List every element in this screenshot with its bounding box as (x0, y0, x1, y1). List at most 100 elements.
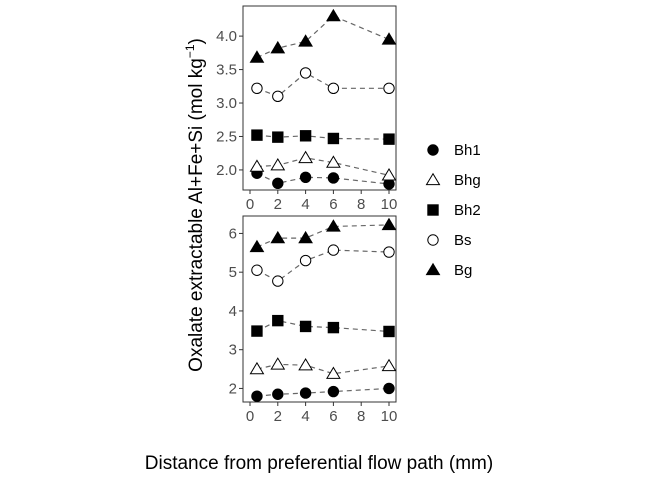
data-point-bs (251, 82, 263, 94)
legend-label-bh2: Bh2 (454, 202, 481, 219)
data-point-bh1 (299, 171, 312, 183)
data-point-bg (326, 8, 341, 22)
panel-1: 2.0 2.5 3.0 3.5 4.0 0 2 4 6 8 10 (216, 5, 398, 213)
data-point-bh2 (272, 314, 284, 327)
data-point-bh2 (327, 321, 340, 334)
data-point-bg (298, 230, 313, 244)
data-point-bhg (326, 366, 341, 379)
legend-label-bhg: Bhg (454, 172, 481, 189)
x-tick-label: 4 (301, 408, 309, 425)
legend-item-bh1: Bh1 (427, 142, 481, 159)
y-tick-label: 2.5 (216, 128, 237, 145)
data-point-bhg (298, 150, 313, 164)
series-bh2 (251, 129, 395, 145)
y-axis-title-close: ) (186, 38, 207, 44)
legend-key-bs (427, 234, 439, 246)
series-line-bg (256, 224, 390, 248)
x-axis-title: Distance from preferential flow path (mm… (145, 453, 493, 474)
data-point-bhg (326, 155, 341, 168)
y-tick-label: 3 (229, 342, 237, 359)
series-bhg (249, 150, 397, 181)
x-tick-label: 6 (329, 196, 337, 213)
legend: Bh1 Bhg Bh2 Bs Bg (425, 142, 481, 279)
series-bg (249, 217, 397, 253)
data-point-bs (272, 90, 284, 103)
series-bg (249, 8, 397, 63)
legend-label-bh1: Bh1 (454, 142, 481, 159)
data-point-bhg (381, 168, 397, 181)
y-axis-title-main: Oxalate extractable Al+Fe+Si (mol kg (186, 58, 207, 372)
data-point-bs (299, 67, 312, 79)
data-point-bh2 (251, 325, 263, 337)
panel-frame (242, 5, 397, 191)
data-point-bh1 (383, 382, 395, 395)
data-point-bh1 (272, 177, 284, 190)
series-bh1 (251, 382, 395, 402)
x-tick-label: 10 (381, 408, 398, 425)
data-point-bg (270, 40, 286, 54)
x-tick-label: 6 (329, 408, 337, 425)
y-tick-label: 3.5 (216, 62, 237, 79)
x-tick-label: 10 (381, 196, 398, 213)
data-point-bh1 (251, 390, 263, 402)
y-tick-label: 2 (229, 380, 237, 397)
data-point-bs (383, 82, 395, 94)
series-bs (251, 67, 395, 103)
data-point-bs (272, 275, 284, 287)
data-point-bhg (270, 357, 286, 370)
legend-key-bhg (425, 172, 441, 186)
data-point-bh2 (251, 129, 263, 141)
data-point-bhg (381, 358, 397, 372)
data-point-bhg (249, 361, 265, 375)
data-point-bhg (270, 158, 286, 171)
data-point-bg (381, 217, 397, 231)
x-tick-label: 8 (357, 408, 365, 425)
y-tick-label: 4 (229, 303, 237, 320)
data-point-bg (270, 230, 286, 244)
data-point-bh2 (272, 131, 284, 143)
data-point-bs (327, 82, 340, 94)
legend-key-bh1 (427, 144, 439, 156)
data-point-bh1 (327, 385, 340, 398)
data-point-bh2 (327, 132, 340, 145)
data-point-bg (326, 219, 341, 232)
y-axis-title-superscript: −1 (183, 44, 197, 58)
legend-item-bh2: Bh2 (427, 202, 481, 219)
legend-key-bg (425, 262, 441, 276)
legend-label-bs: Bs (454, 232, 472, 249)
data-point-bhg (298, 357, 313, 371)
series-bh2 (251, 314, 395, 338)
legend-label-bg: Bg (454, 262, 472, 279)
x-tick-label: 0 (246, 408, 254, 425)
panel-frame (242, 215, 397, 403)
data-point-bg (381, 32, 397, 45)
data-point-bh2 (299, 320, 312, 333)
x-tick-label: 2 (274, 196, 282, 213)
data-point-bg (249, 239, 265, 253)
legend-key-bh2 (427, 204, 439, 216)
data-point-bh2 (383, 133, 395, 145)
y-tick-label: 6 (229, 225, 237, 242)
y-tick-label: 3.0 (216, 95, 237, 112)
data-point-bg (298, 34, 313, 47)
series-bhg (249, 357, 397, 379)
data-point-bh1 (327, 172, 340, 184)
y-tick-label: 5 (229, 264, 237, 281)
legend-item-bg: Bg (425, 262, 472, 279)
x-tick-label: 4 (301, 196, 309, 213)
data-point-bh1 (299, 387, 312, 399)
data-point-bs (327, 244, 340, 256)
legend-item-bhg: Bhg (425, 172, 481, 189)
data-point-bs (251, 264, 263, 276)
series-bs (251, 244, 395, 287)
data-point-bh1 (272, 388, 284, 400)
y-axis-title: Oxalate extractable Al+Fe+Si (mol kg−1) (183, 38, 207, 372)
data-point-bs (299, 254, 312, 267)
x-tick-label: 2 (274, 408, 282, 425)
data-point-bhg (249, 159, 265, 172)
y-tick-label: 4.0 (216, 28, 237, 45)
series-line-bg (256, 15, 390, 59)
